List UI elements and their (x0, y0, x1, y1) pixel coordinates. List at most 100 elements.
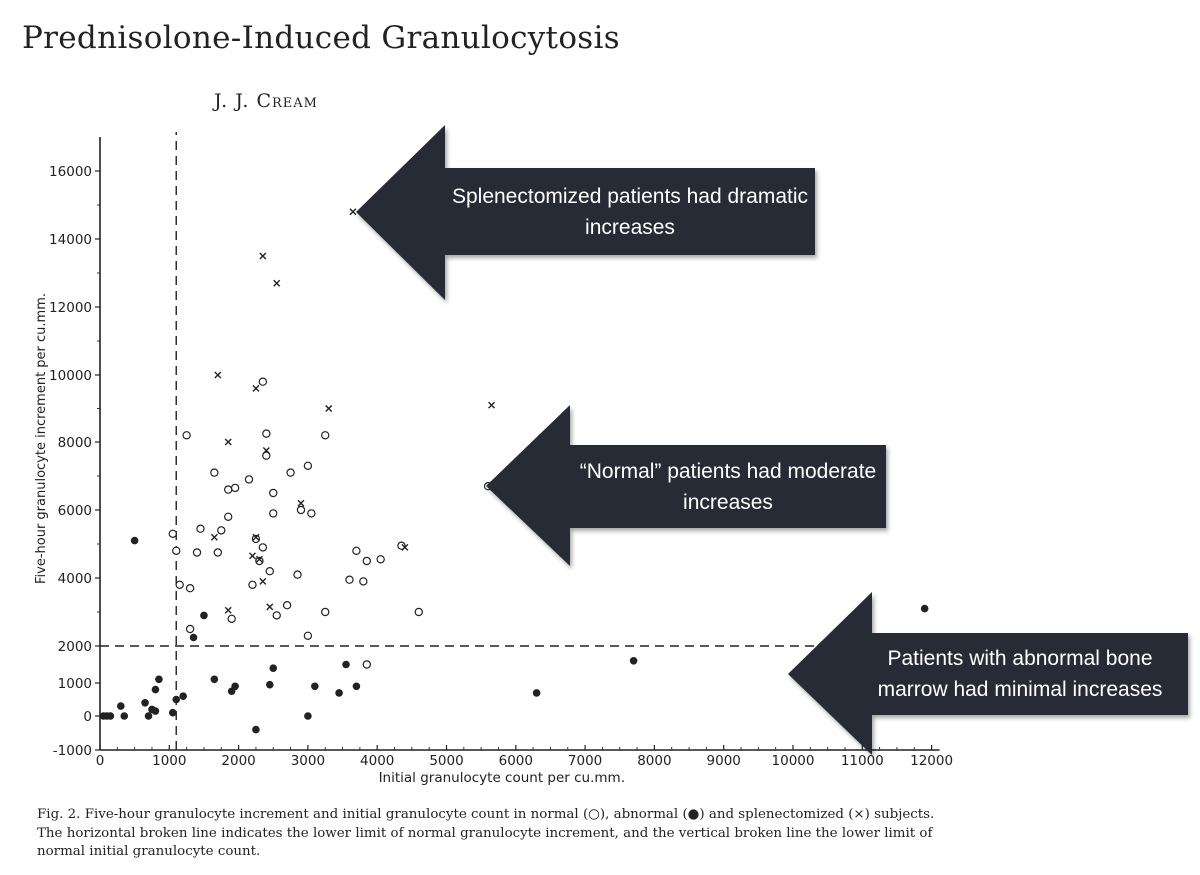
y-tick-label: 4000 (58, 571, 92, 587)
splenectomized-subject-point (252, 384, 260, 392)
normal-subject-point (269, 509, 278, 518)
normal-subject-point (185, 584, 195, 593)
normal-subject-point (307, 509, 316, 518)
normal-subject-point (376, 555, 385, 564)
x-tick-label: 5000 (429, 753, 463, 769)
normal-subject-point (185, 624, 195, 634)
x-tick-label: 4000 (360, 753, 394, 769)
abnormal-subject-point (352, 682, 361, 691)
callout-arrow-2-shape (486, 405, 886, 566)
normal-subject-point (345, 575, 354, 584)
callout-arrow-3-shape (788, 592, 1188, 755)
abnormal-subject-point (151, 707, 160, 715)
y-axis-label: Five-hour granulocyte increment per cu.m… (34, 293, 49, 584)
abnormal-subject-point (200, 611, 208, 620)
normal-subject-point (359, 577, 368, 586)
normal-subject-point (224, 512, 233, 522)
abnormal-subject-point (304, 712, 312, 720)
normal-subject-point (321, 607, 330, 617)
x-tick-label: 8000 (637, 753, 671, 769)
splenectomized-subject-point (259, 577, 267, 585)
abnormal-subject-point (532, 689, 541, 697)
normal-subject-point (255, 556, 264, 566)
normal-subject-point (217, 526, 226, 535)
abnormal-subject-point (155, 675, 163, 684)
x-tick-label: 0 (96, 753, 105, 769)
normal-subject-point (321, 431, 330, 440)
abnormal-subject-point (342, 660, 350, 669)
abnormal-subject-point (920, 604, 929, 613)
abnormal-subject-point (311, 682, 319, 691)
abnormal-subject-point (269, 664, 278, 672)
x-tick-label: 7000 (568, 753, 602, 769)
splenectomized-subject-point (255, 555, 263, 563)
splenectomized-subject-point (248, 552, 256, 560)
normal-subject-point (244, 475, 254, 484)
normal-subject-point (397, 541, 406, 550)
callout-abnormal-marrow: Patients with abnormal bone marrow had m… (877, 647, 1163, 701)
normal-subject-point (296, 505, 306, 515)
splenectomized-subject-point (259, 252, 267, 260)
reference-lines (100, 132, 932, 750)
abnormal-subject-point (335, 689, 343, 697)
normal-subject-point (248, 580, 257, 590)
callout-arrow-1-shape (356, 125, 815, 300)
normal-subject-point (227, 614, 236, 624)
y-tick-label: 14000 (49, 232, 92, 248)
x-tick-label: 6000 (499, 753, 533, 769)
abnormal-subject-point (141, 699, 149, 707)
y-tick-label: 12000 (49, 300, 92, 316)
normal-subject-point (303, 461, 313, 470)
normal-subject-point (272, 611, 281, 620)
x-tick-label: 1000 (152, 753, 186, 769)
normal-subject-point (258, 377, 268, 386)
normal-subject-point (352, 546, 361, 556)
y-tick-label: 10000 (49, 368, 92, 384)
splenectomized-subject-point (210, 533, 218, 541)
normal-subject-point (362, 660, 372, 669)
paper-title: Prednisolone-Induced Granulocytosis (22, 20, 620, 56)
x-tick-label: 9000 (707, 753, 741, 769)
splenectomized-subject-point (401, 543, 409, 551)
splenectomized-subject-point (297, 499, 305, 507)
abnormal-subject-point (231, 682, 239, 691)
figure-caption: Fig. 2. Five-hour granulocyte increment … (37, 807, 935, 859)
y-tick-label: 6000 (58, 503, 92, 519)
x-tick-label: 11000 (841, 753, 884, 769)
normal-subject-point (230, 483, 240, 493)
data-points (99, 208, 929, 734)
abnormal-subject-point (116, 702, 125, 710)
y-tick-label: 0 (83, 709, 92, 725)
normal-subject-point (172, 546, 181, 556)
y-tick-label: 2000 (58, 639, 92, 655)
normal-subject-point (414, 607, 423, 617)
callout-arrows (356, 125, 1188, 755)
y-tick-label: 16000 (49, 164, 92, 180)
normal-subject-point (168, 529, 177, 539)
normal-subject-point (303, 631, 313, 641)
abnormal-subject-point (120, 712, 129, 720)
abnormal-subject-point (172, 695, 181, 704)
normal-subject-point (182, 431, 191, 440)
splenectomized-subject-point (325, 405, 333, 412)
abnormal-subject-point (130, 536, 139, 545)
normal-subject-point (213, 548, 223, 557)
abnormal-subject-point (144, 712, 153, 720)
y-tick-label: -1000 (53, 743, 92, 759)
normal-subject-point (265, 567, 274, 576)
splenectomized-subject-point (224, 606, 232, 614)
x-axis-label: Initial granulocyte count per cu.mm. (379, 770, 625, 786)
splenectomized-subject-point (224, 438, 232, 446)
x-tick-label: 3000 (291, 753, 325, 769)
normal-subject-point (196, 524, 205, 533)
abnormal-subject-point (210, 675, 219, 684)
normal-subject-point (282, 601, 292, 610)
callout-splenectomized: Splenectomized patients had dramatic inc… (451, 184, 809, 239)
normal-subject-point (269, 488, 278, 498)
normal-subject-point (262, 429, 271, 438)
normal-subject-point (210, 468, 219, 477)
normal-subject-point (258, 543, 268, 552)
abnormal-subject-point (629, 657, 638, 665)
splenectomized-subject-point (214, 371, 222, 379)
